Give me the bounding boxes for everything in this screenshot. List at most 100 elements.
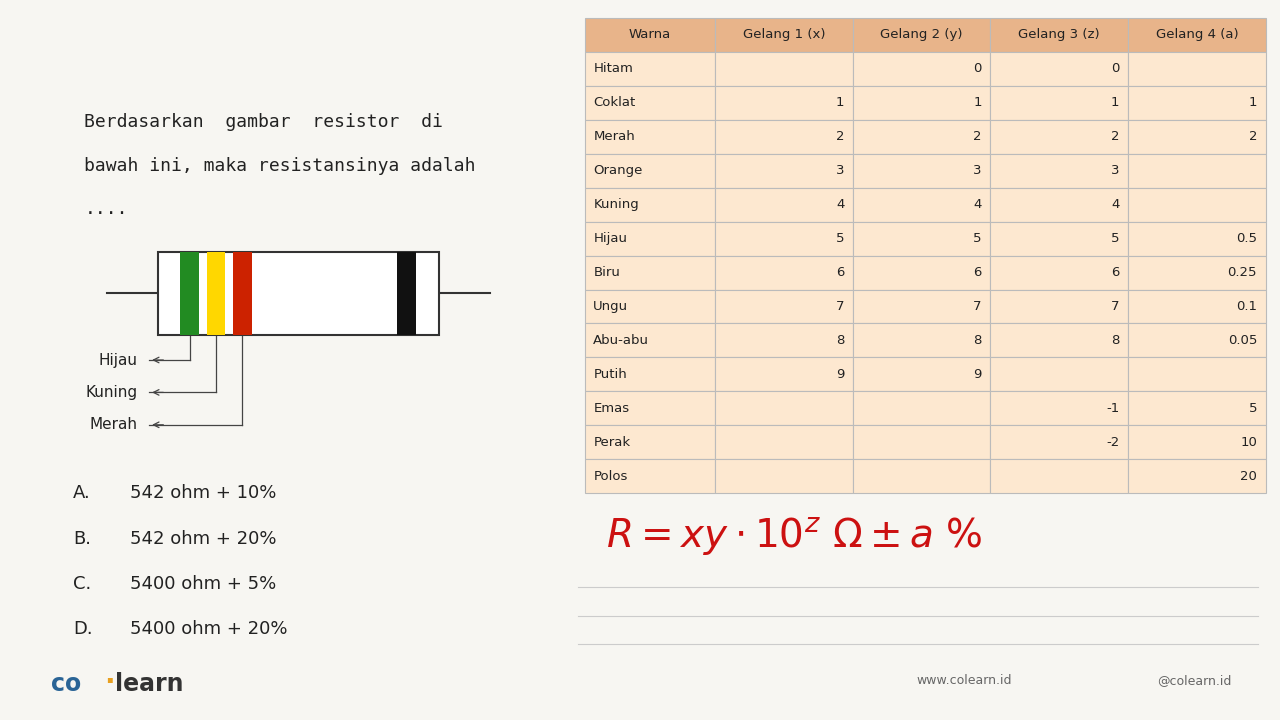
Text: 5: 5 (836, 232, 845, 245)
Bar (716, 154, 852, 188)
Text: 0.1: 0.1 (1236, 300, 1257, 313)
Bar (991, 357, 1128, 392)
Text: Emas: Emas (594, 402, 630, 415)
Bar (397, 252, 416, 335)
Text: Hijau: Hijau (594, 232, 627, 245)
Text: @colearn.id: @colearn.id (1157, 674, 1231, 687)
Bar (991, 52, 1128, 86)
Text: Orange: Orange (594, 164, 643, 177)
Bar (585, 222, 716, 256)
Bar (716, 426, 852, 459)
Text: Merah: Merah (90, 418, 138, 432)
Bar (1128, 52, 1266, 86)
Bar (852, 120, 991, 154)
Text: 6: 6 (1111, 266, 1120, 279)
Text: -2: -2 (1106, 436, 1120, 449)
Bar (585, 289, 716, 323)
Text: 3: 3 (973, 164, 982, 177)
Bar (1128, 459, 1266, 493)
Text: 2: 2 (836, 130, 845, 143)
Text: Hitam: Hitam (594, 63, 634, 76)
Text: 1: 1 (1111, 96, 1120, 109)
Bar (1128, 357, 1266, 392)
Text: 10: 10 (1240, 436, 1257, 449)
Text: Kuning: Kuning (86, 385, 138, 400)
Bar (991, 120, 1128, 154)
Bar (157, 252, 439, 335)
Text: Warna: Warna (628, 29, 671, 42)
Bar (991, 222, 1128, 256)
Text: 9: 9 (836, 368, 845, 381)
Bar (852, 52, 991, 86)
Bar (585, 86, 716, 120)
Bar (1128, 392, 1266, 426)
Text: 1: 1 (973, 96, 982, 109)
Bar (852, 256, 991, 289)
Text: 5400 ohm + 5%: 5400 ohm + 5% (129, 575, 275, 593)
Bar (585, 459, 716, 493)
Text: 5: 5 (1248, 402, 1257, 415)
Text: bawah ini, maka resistansinya adalah: bawah ini, maka resistansinya adalah (84, 157, 476, 175)
Bar (991, 86, 1128, 120)
Text: $R = xy \cdot 10^z\ \Omega \pm a\ \%$: $R = xy \cdot 10^z\ \Omega \pm a\ \%$ (607, 516, 983, 557)
Text: 0.5: 0.5 (1236, 232, 1257, 245)
Bar (1128, 323, 1266, 357)
Text: Gelang 2 (y): Gelang 2 (y) (881, 29, 963, 42)
Bar (716, 52, 852, 86)
Bar (585, 18, 716, 52)
Bar (852, 289, 991, 323)
Text: B.: B. (73, 530, 91, 547)
Bar (585, 154, 716, 188)
Text: A.: A. (73, 484, 91, 503)
Bar (852, 459, 991, 493)
Text: Kuning: Kuning (594, 198, 639, 211)
Bar (716, 357, 852, 392)
Text: 0: 0 (974, 63, 982, 76)
Text: 4: 4 (974, 198, 982, 211)
Text: learn: learn (115, 672, 184, 696)
Text: 3: 3 (1111, 164, 1120, 177)
Text: co: co (51, 672, 81, 696)
Text: 9: 9 (974, 368, 982, 381)
Text: www.colearn.id: www.colearn.id (916, 674, 1012, 687)
Text: 2: 2 (1111, 130, 1120, 143)
Bar (716, 18, 852, 52)
Bar (716, 392, 852, 426)
Text: 7: 7 (973, 300, 982, 313)
Bar (1128, 222, 1266, 256)
Bar (852, 222, 991, 256)
Bar (1128, 18, 1266, 52)
Text: C.: C. (73, 575, 91, 593)
Bar (1128, 256, 1266, 289)
Bar (1128, 188, 1266, 222)
Text: 4: 4 (836, 198, 845, 211)
Text: 0: 0 (1111, 63, 1120, 76)
Bar (716, 86, 852, 120)
Bar (585, 188, 716, 222)
Bar (233, 252, 252, 335)
Bar (852, 426, 991, 459)
Text: 2: 2 (1248, 130, 1257, 143)
Text: Gelang 3 (z): Gelang 3 (z) (1019, 29, 1100, 42)
Text: Abu-abu: Abu-abu (594, 334, 649, 347)
Bar (991, 154, 1128, 188)
Text: Coklat: Coklat (594, 96, 636, 109)
Bar (852, 392, 991, 426)
Bar (716, 222, 852, 256)
Bar (852, 18, 991, 52)
Text: 4: 4 (1111, 198, 1120, 211)
Text: 1: 1 (1248, 96, 1257, 109)
Bar (991, 392, 1128, 426)
Text: 2: 2 (973, 130, 982, 143)
Bar (991, 323, 1128, 357)
Bar (991, 459, 1128, 493)
Text: 8: 8 (836, 334, 845, 347)
Bar (585, 120, 716, 154)
Bar (716, 323, 852, 357)
Bar (1128, 289, 1266, 323)
Text: Ungu: Ungu (594, 300, 628, 313)
Bar (991, 18, 1128, 52)
Text: 5: 5 (973, 232, 982, 245)
Bar (1128, 154, 1266, 188)
Text: 0.25: 0.25 (1228, 266, 1257, 279)
